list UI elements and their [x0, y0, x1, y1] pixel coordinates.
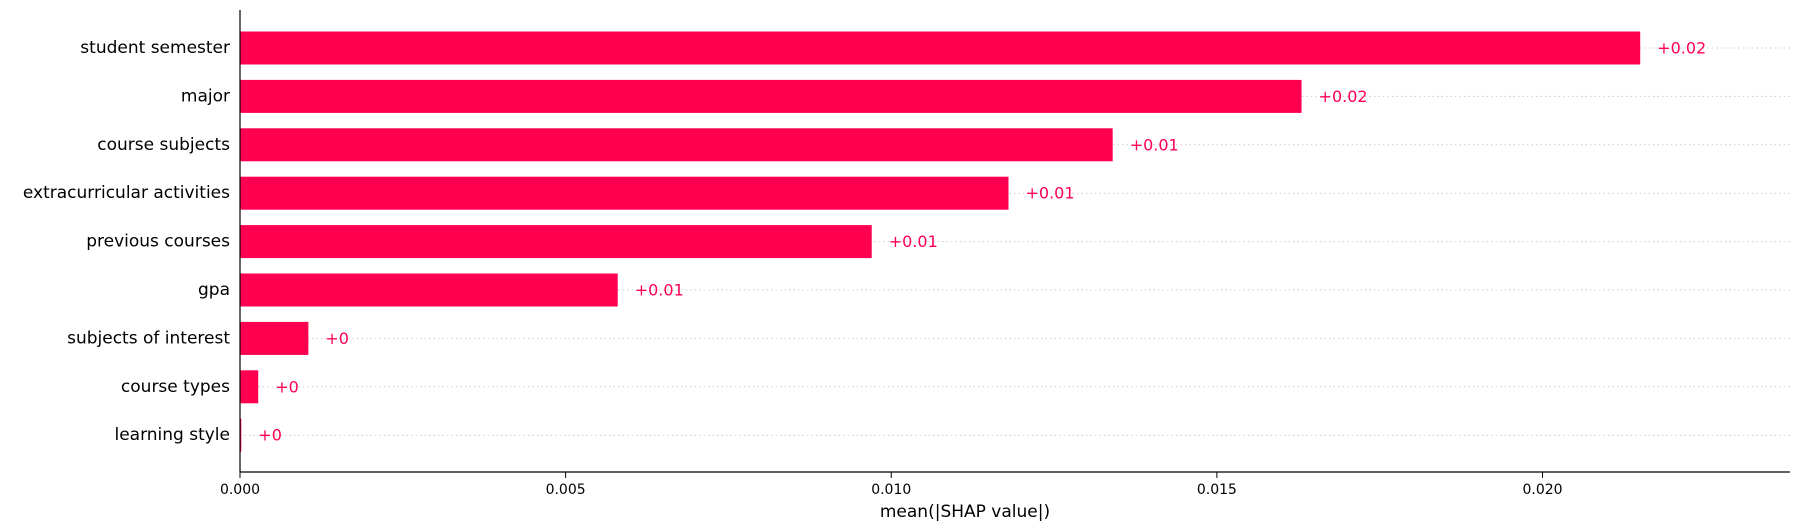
bar-course-subjects	[240, 128, 1113, 162]
x-tick-label: 0.000	[220, 482, 260, 498]
x-tick-label: 0.015	[1197, 482, 1237, 498]
bar-student-semester	[240, 31, 1641, 65]
value-label: +0	[258, 426, 282, 445]
value-labels: +0.02 +0.02 +0.01 +0.01 +0.01 +0.01 +0 +0 +0	[258, 39, 1706, 445]
category-label: gpa	[198, 280, 230, 300]
x-tick-label: 0.010	[871, 482, 911, 498]
bar-previous-courses	[240, 225, 872, 259]
value-label: +0.01	[1025, 184, 1074, 203]
bar-major	[240, 79, 1302, 113]
x-ticks: 0.000 0.005 0.010 0.015 0.020	[220, 472, 1563, 498]
bar-subjects-of-interest	[240, 321, 309, 355]
bar-learning-style	[240, 418, 242, 452]
axes	[239, 10, 1790, 473]
value-label: +0	[275, 377, 299, 396]
category-label: student semester	[80, 38, 230, 58]
bar-course-types	[240, 370, 259, 404]
value-label: +0.01	[1130, 135, 1179, 154]
value-label: +0.01	[635, 281, 684, 300]
bar-extracurricular-activities	[240, 176, 1009, 210]
value-label: +0.01	[889, 232, 938, 251]
category-label: subjects of interest	[67, 328, 230, 348]
bar-gpa	[240, 273, 618, 307]
category-label: course subjects	[97, 135, 230, 155]
value-label: +0.02	[1319, 87, 1368, 106]
category-label: course types	[121, 377, 230, 397]
category-label: major	[181, 86, 230, 106]
x-tick-label: 0.020	[1522, 482, 1562, 498]
value-label: +0	[325, 329, 349, 348]
value-label: +0.02	[1657, 39, 1706, 58]
bars	[240, 31, 1641, 452]
category-label: learning style	[114, 425, 230, 445]
x-tick-label: 0.005	[546, 482, 586, 498]
category-label: extracurricular activities	[23, 183, 230, 203]
category-labels: student semester major course subjects extr…	[23, 38, 230, 445]
category-label: previous courses	[86, 232, 230, 252]
x-axis-title: mean(|SHAP value|)	[880, 502, 1050, 522]
